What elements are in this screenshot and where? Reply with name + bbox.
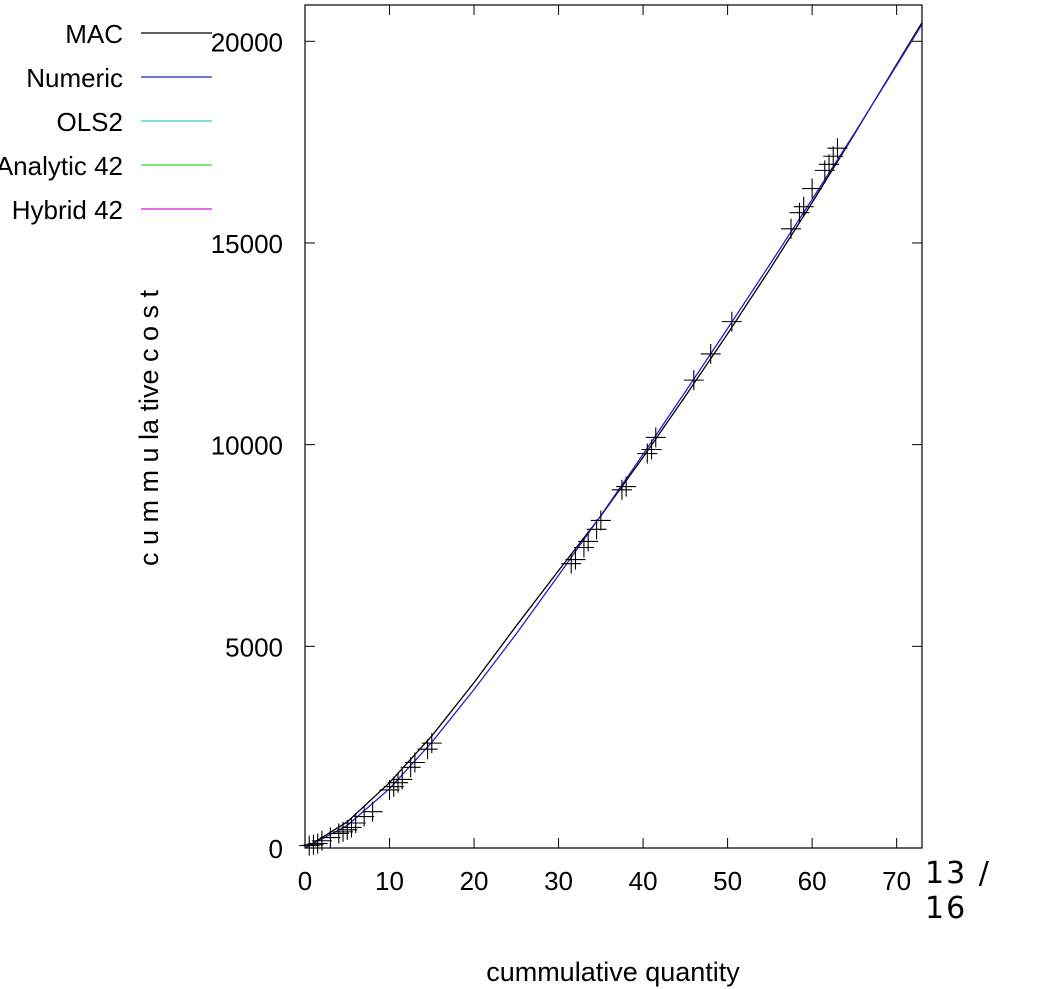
series-line-numeric (305, 23, 922, 848)
observation-marker (421, 733, 442, 754)
observation-marker (328, 823, 349, 844)
observation-marker (404, 752, 425, 773)
observation-marker (814, 160, 835, 181)
y-axis: 0 5000 10000 15000 20000 (211, 27, 922, 864)
observation-marker (823, 146, 844, 167)
observation-marker (383, 776, 404, 797)
observation-marker (565, 549, 586, 570)
observation-marker (320, 827, 341, 848)
page-number: 13 / 16 (925, 856, 991, 926)
observation-marker (683, 370, 704, 391)
observation-marker (641, 439, 662, 460)
observation-marker (611, 479, 632, 500)
observation-marker (578, 531, 599, 552)
observation-marker (616, 476, 637, 497)
observations-layer (299, 138, 848, 856)
x-axis-title: cummulative quantity (486, 957, 740, 987)
observation-marker (392, 769, 413, 790)
observation-marker (645, 427, 666, 448)
y-tick-label: 15000 (211, 229, 283, 259)
observation-marker (802, 178, 823, 199)
observation-marker (299, 835, 320, 856)
observation-marker (819, 154, 840, 175)
observation-marker (341, 817, 362, 838)
x-tick-label: 30 (544, 866, 573, 896)
x-axis: 0 10 20 30 40 50 60 70 (298, 5, 911, 896)
observation-marker (637, 443, 658, 464)
legend-label: Analytic 42 (0, 151, 123, 181)
legend-label: MAC (65, 19, 123, 49)
x-tick-label: 70 (882, 866, 911, 896)
legend-label: OLS2 (57, 107, 124, 137)
legend-label: Numeric (26, 63, 123, 93)
observation-marker (307, 833, 328, 854)
x-tick-label: 20 (460, 866, 489, 896)
y-axis-title: c u m m u la tive c o s t (134, 289, 164, 566)
y-tick-label: 20000 (211, 27, 283, 57)
observation-marker (387, 772, 408, 793)
y-tick-label: 0 (269, 834, 283, 864)
observation-marker (793, 196, 814, 217)
x-tick-label: 40 (629, 866, 658, 896)
y-tick-label: 10000 (211, 431, 283, 461)
observation-marker (721, 311, 742, 332)
observation-marker (780, 218, 801, 239)
observation-marker (400, 757, 421, 778)
observation-marker (586, 519, 607, 540)
observation-marker (303, 834, 324, 855)
y-tick-label: 5000 (225, 632, 283, 662)
series-line-mac (305, 21, 922, 848)
legend-label: Hybrid 42 (12, 195, 123, 225)
x-tick-label: 10 (375, 866, 404, 896)
observation-marker (333, 821, 354, 842)
x-tick-label: 50 (713, 866, 742, 896)
x-tick-label: 60 (798, 866, 827, 896)
observation-marker (354, 806, 375, 827)
observation-marker (590, 510, 611, 531)
observation-marker (379, 779, 400, 800)
observation-marker (827, 138, 848, 159)
observation-marker (561, 553, 582, 574)
observation-marker (573, 537, 594, 558)
observation-marker (417, 739, 438, 760)
x-tick-label: 0 (298, 866, 312, 896)
series-layer (305, 21, 922, 848)
observation-marker (362, 801, 383, 822)
observation-marker (700, 343, 721, 364)
plot-frame (304, 4, 923, 849)
observation-marker (789, 202, 810, 223)
legend: MAC Numeric OLS2 Analytic 42 Hybrid 42 (0, 19, 212, 225)
